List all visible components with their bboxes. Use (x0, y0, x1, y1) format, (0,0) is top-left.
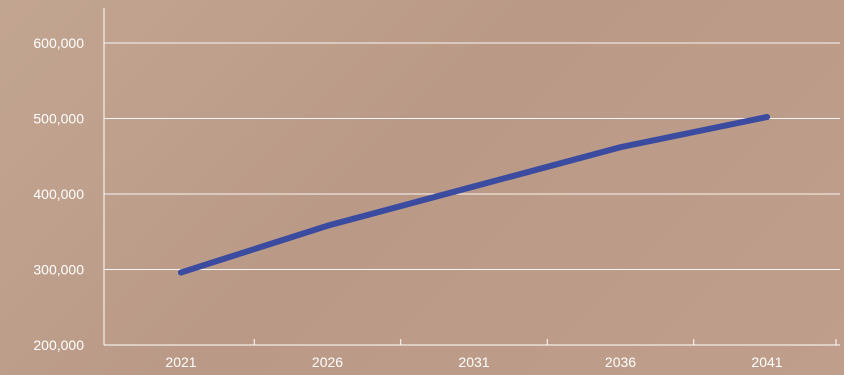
series-line (178, 113, 770, 276)
data-point (471, 183, 477, 190)
data-point (324, 222, 331, 229)
x-tick-label: 2041 (751, 354, 782, 370)
y-tick-label: 400,000 (33, 186, 84, 202)
axis-layer (103, 8, 840, 346)
y-tick-label: 300,000 (33, 262, 84, 278)
tick-label-layer: 200,000 300,000 400,000 500,000 600,000 2021 2… (33, 35, 782, 370)
y-tick-label: 600,000 (33, 35, 84, 51)
data-point (617, 144, 624, 151)
x-tick-label: 2026 (312, 354, 343, 370)
grid-layer (104, 42, 840, 270)
x-tick-label: 2031 (458, 354, 489, 370)
data-point (178, 269, 184, 276)
x-tick-label: 2036 (605, 354, 636, 370)
y-tick-label: 500,000 (33, 111, 84, 127)
series-layer (178, 113, 770, 276)
data-point (764, 113, 770, 120)
y-tick-label: 200,000 (33, 337, 84, 353)
x-tick-label: 2021 (165, 354, 196, 370)
